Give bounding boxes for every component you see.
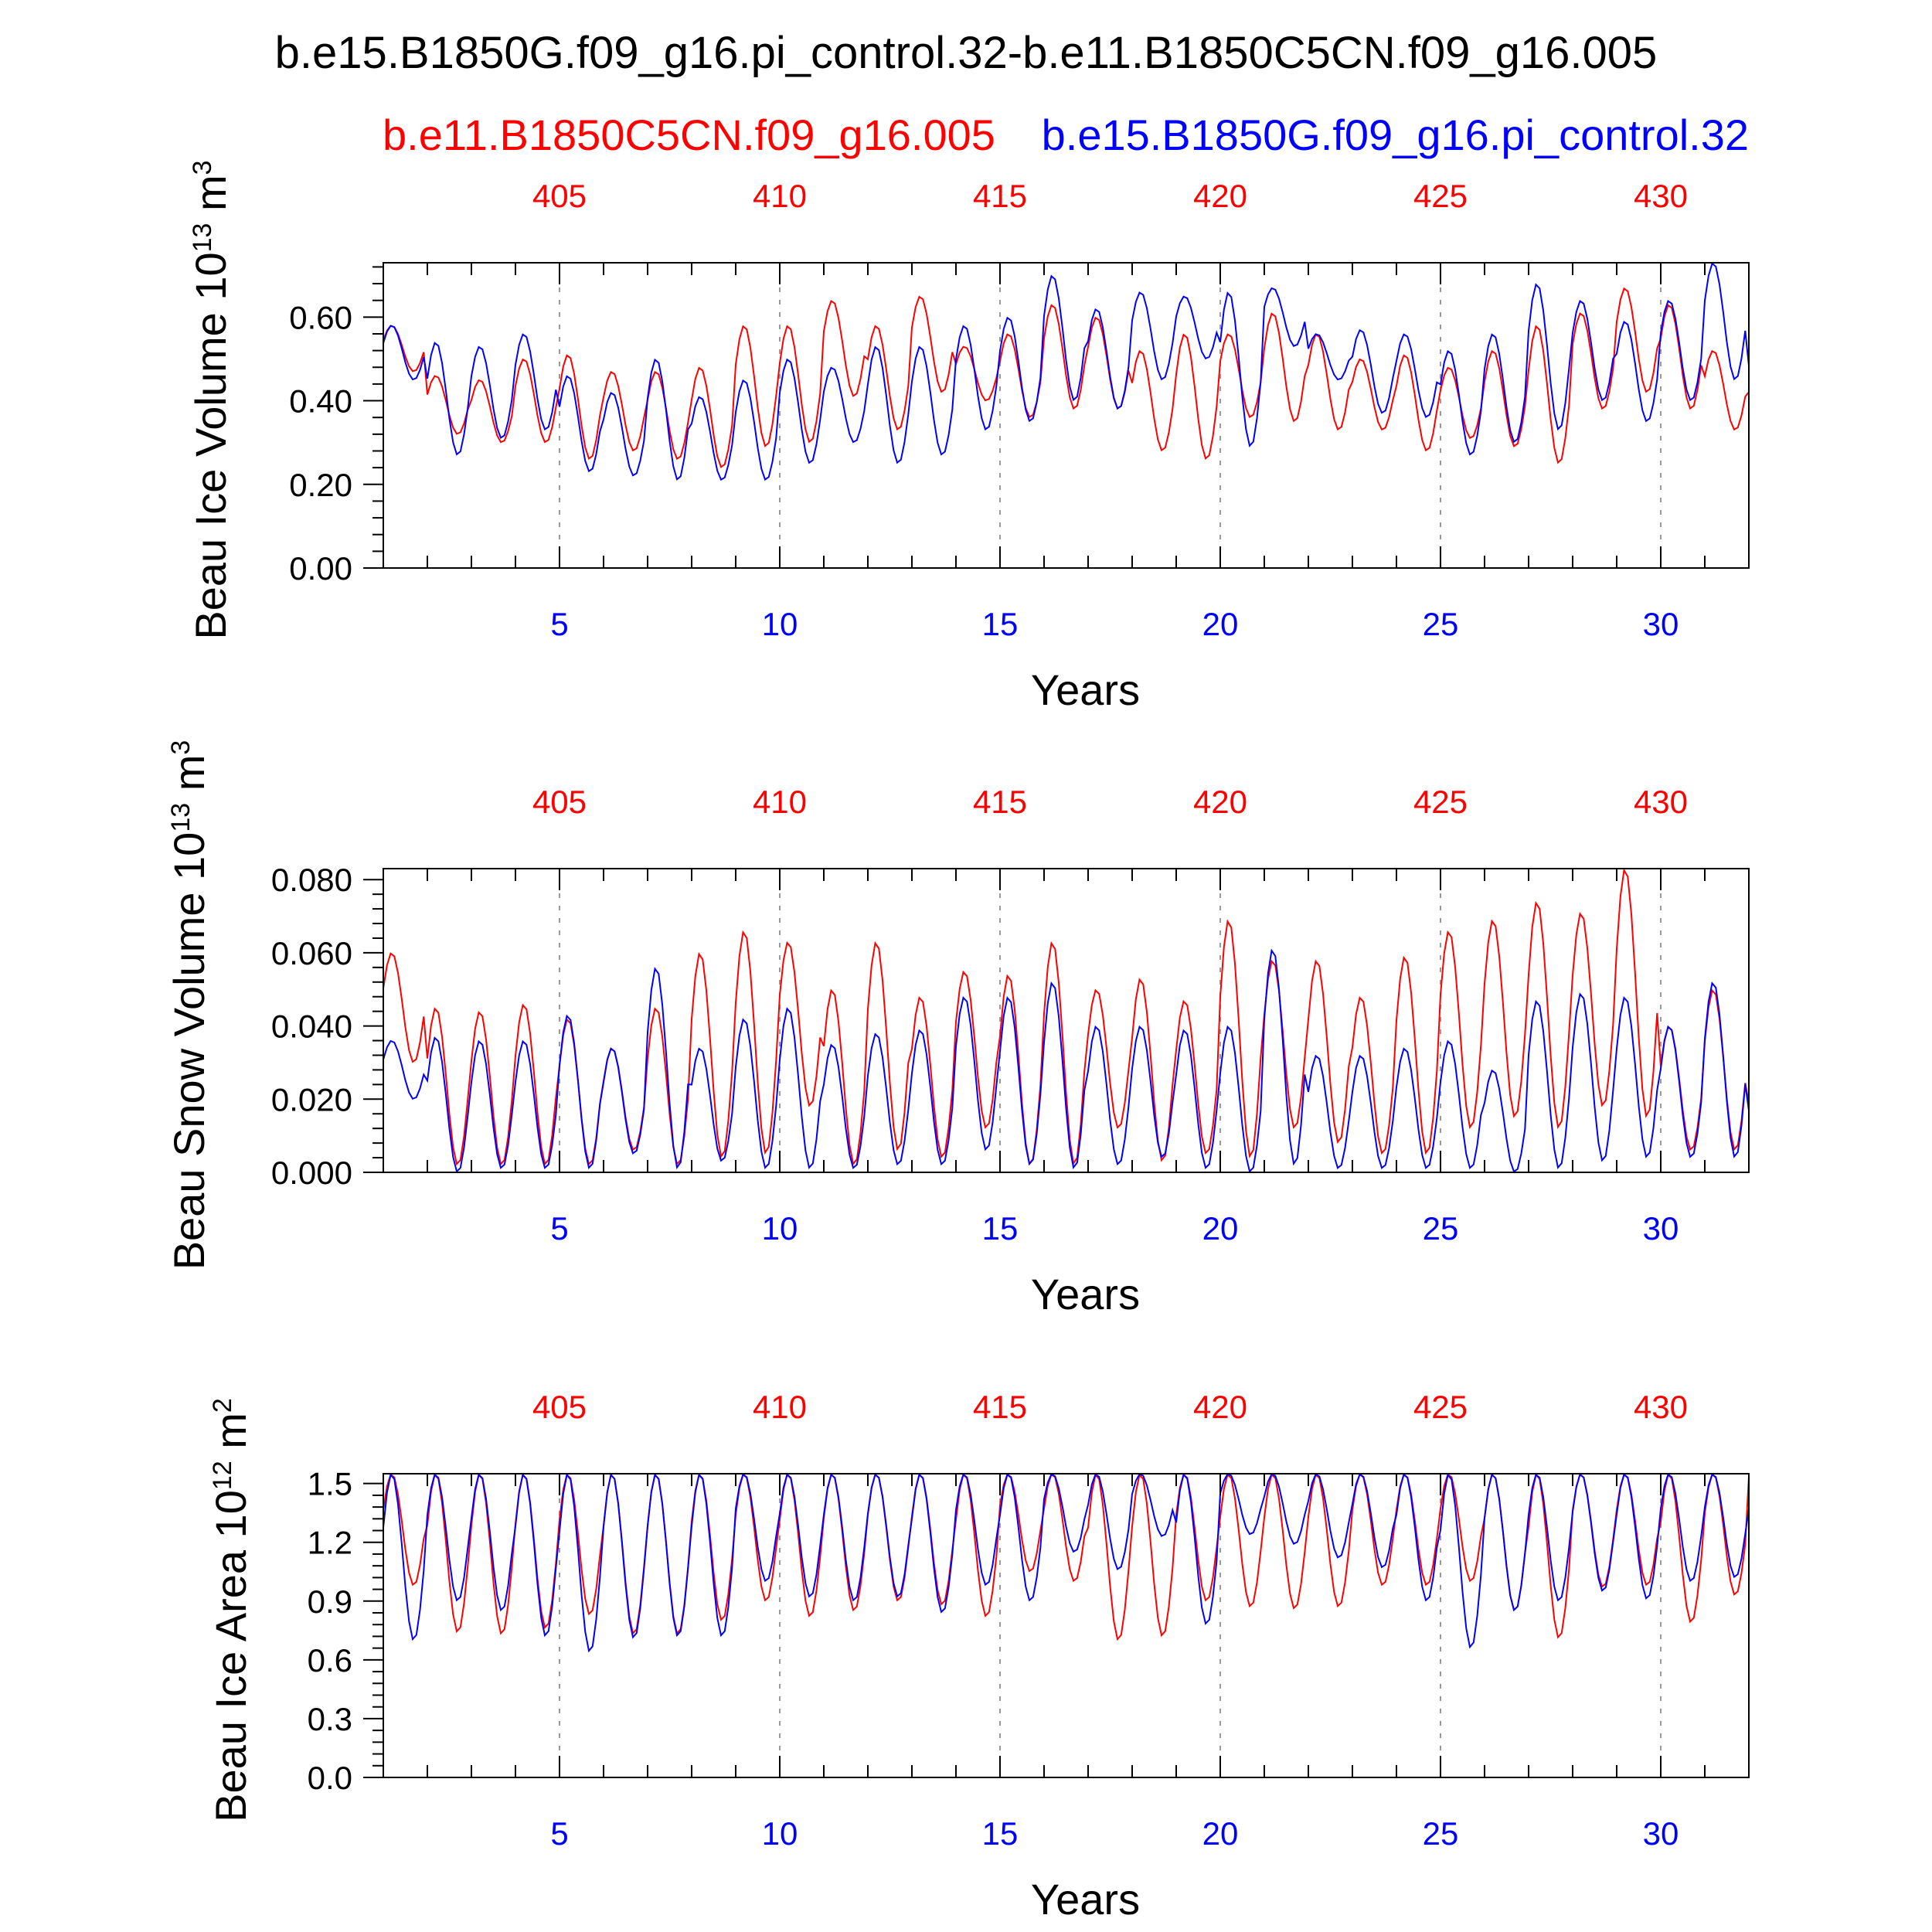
y-tick-label: 0.080	[271, 862, 352, 898]
top-tick-label: 415	[973, 784, 1027, 820]
x-tick-label: 20	[1202, 1210, 1239, 1247]
top-tick-label: 420	[1193, 784, 1247, 820]
x-tick-label: 30	[1643, 1210, 1679, 1247]
x-tick-label: 5	[550, 1210, 568, 1247]
x-tick-label: 20	[1202, 1815, 1239, 1852]
x-tick-label: 10	[762, 1210, 798, 1247]
top-tick-label: 410	[753, 784, 807, 820]
plot-frame	[383, 262, 1750, 569]
x-tick-label: 10	[762, 1815, 798, 1852]
top-tick-label: 410	[753, 178, 807, 214]
x-tick-label: 15	[982, 1210, 1019, 1247]
y-tick-label: 0.60	[289, 299, 352, 335]
y-tick-label: 0.9	[308, 1583, 352, 1620]
y-tick-label: 1.5	[308, 1466, 352, 1502]
y-tick-label: 0.040	[271, 1009, 352, 1045]
x-axis-title: Years	[1031, 665, 1140, 714]
series-blue-line	[383, 262, 1750, 481]
top-tick-label: 430	[1634, 1389, 1688, 1425]
top-tick-label: 405	[532, 784, 587, 820]
x-tick-label: 5	[550, 1815, 568, 1852]
y-tick-label: 0.40	[289, 383, 352, 420]
series-red-line	[383, 287, 1750, 468]
legend-blue-case: b.e15.B1850G.f09_g16.pi_control.32	[1042, 111, 1749, 159]
figure-title: b.e15.B1850G.f09_g16.pi_control.32-b.e11…	[275, 28, 1658, 78]
top-tick-label: 415	[973, 1389, 1027, 1425]
plot-frame	[383, 1473, 1750, 1778]
x-tick-label: 25	[1423, 606, 1459, 642]
top-tick-label: 405	[532, 1389, 587, 1425]
x-axis-title: Years	[1031, 1875, 1140, 1923]
top-tick-label: 410	[753, 1389, 807, 1425]
y-tick-label: 0.20	[289, 467, 352, 503]
y-axis-title: Beau Ice Volume 1013 m3	[186, 160, 235, 639]
y-tick-label: 1.2	[308, 1525, 352, 1561]
panel-3: 0.0 0.3 0.6 0.9 1.2 1.5 5 10 15 20 25 30 405 410 415 42…	[206, 1389, 1750, 1923]
y-tick-label: 0.060	[271, 935, 352, 971]
y-tick-label: 0.3	[308, 1701, 352, 1737]
panel-2: 0.000 0.020 0.040 0.060 0.080 5 10 15 20 25 30 405 4…	[165, 740, 1750, 1318]
y-axis-title: Beau Ice Area 1012 m2	[206, 1398, 255, 1822]
x-tick-label: 10	[762, 606, 798, 642]
x-tick-label: 25	[1423, 1210, 1459, 1247]
x-axis-title: Years	[1031, 1270, 1140, 1318]
top-tick-label: 425	[1413, 178, 1468, 214]
x-tick-label: 30	[1643, 1815, 1679, 1852]
top-tick-label: 430	[1634, 178, 1688, 214]
top-tick-label: 420	[1193, 178, 1247, 214]
top-tick-label: 425	[1413, 1389, 1468, 1425]
x-tick-label: 25	[1423, 1815, 1459, 1852]
top-tick-label: 430	[1634, 784, 1688, 820]
x-tick-label: 5	[550, 606, 568, 642]
top-tick-label: 405	[532, 178, 587, 214]
top-tick-label: 420	[1193, 1389, 1247, 1425]
x-tick-label: 30	[1643, 606, 1679, 642]
y-tick-label: 0.00	[289, 550, 352, 587]
y-axis-title: Beau Snow Volume 1013 m3	[165, 740, 213, 1270]
top-tick-label: 425	[1413, 784, 1468, 820]
y-tick-label: 0.020	[271, 1081, 352, 1117]
legend-red-case: b.e11.B1850C5CN.f09_g16.005	[383, 111, 995, 159]
y-tick-label: 0.000	[271, 1155, 352, 1191]
panel-1: 0.00 0.20 0.40 0.60 5 10 15 20 25 30 405 410 415 420 4…	[186, 160, 1750, 714]
y-tick-label: 0.0	[308, 1760, 352, 1796]
y-tick-label: 0.6	[308, 1642, 352, 1679]
series-blue-line	[383, 948, 1750, 1173]
series-red-line	[383, 868, 1750, 1166]
top-tick-label: 415	[973, 178, 1027, 214]
x-tick-label: 20	[1202, 606, 1239, 642]
x-tick-label: 15	[982, 606, 1019, 642]
series-blue-line	[383, 1473, 1750, 1653]
plot-frame	[383, 868, 1750, 1173]
x-tick-label: 15	[982, 1815, 1019, 1852]
